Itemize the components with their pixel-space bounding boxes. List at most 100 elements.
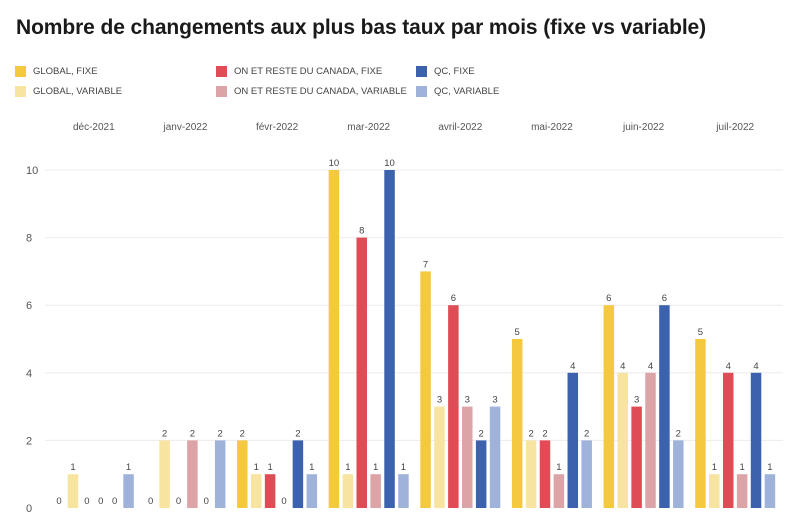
bar xyxy=(695,339,706,508)
legend-label: ON ET RESTE DU CANADA, VARIABLE xyxy=(234,86,407,97)
legend-swatch xyxy=(416,66,427,77)
y-tick-label: 4 xyxy=(26,368,32,380)
bar-value-label: 4 xyxy=(648,361,653,372)
bar-value-label: 1 xyxy=(267,462,272,473)
x-category-label: mai-2022 xyxy=(531,122,573,133)
bar xyxy=(306,474,318,508)
bar-value-label: 2 xyxy=(162,428,167,439)
bar-value-label: 2 xyxy=(542,428,547,439)
bar-value-label: 6 xyxy=(451,293,456,304)
bar-value-label: 1 xyxy=(309,462,314,473)
bar-value-label: 5 xyxy=(698,327,703,338)
bar-value-label: 3 xyxy=(437,395,442,406)
legend-item-global-variable: GLOBAL, VARIABLE xyxy=(15,86,122,97)
bar-value-label: 1 xyxy=(767,462,772,473)
bar-value-label: 5 xyxy=(515,327,520,338)
legend-label: QC, FIXE xyxy=(434,66,475,77)
chart-title: Nombre de changements aux plus bas taux … xyxy=(16,16,707,39)
bar-value-label: 6 xyxy=(662,293,667,304)
bar xyxy=(581,440,592,508)
y-tick-label: 10 xyxy=(26,165,38,177)
bar xyxy=(67,474,79,508)
bar xyxy=(420,271,431,508)
bar-value-label: 0 xyxy=(281,496,286,507)
bar xyxy=(553,474,565,508)
bar xyxy=(370,474,381,508)
legend-swatch xyxy=(216,66,227,77)
bar-value-label: 8 xyxy=(359,226,364,237)
bar xyxy=(709,474,720,508)
y-tick-label: 8 xyxy=(26,233,32,245)
bar xyxy=(398,474,409,508)
legend: GLOBAL, FIXE GLOBAL, VARIABLE ON ET REST… xyxy=(0,0,800,110)
bar-value-label: 0 xyxy=(148,496,153,507)
bar xyxy=(659,305,670,508)
bar xyxy=(356,237,367,508)
bar xyxy=(187,440,198,508)
bar xyxy=(567,372,579,508)
bar-value-label: 2 xyxy=(676,428,681,439)
bar xyxy=(264,474,276,508)
bar-value-label: 10 xyxy=(384,158,395,169)
legend-item-on-variable: ON ET RESTE DU CANADA, VARIABLE xyxy=(216,86,407,97)
x-category-label: déc-2021 xyxy=(73,122,115,133)
bar xyxy=(328,170,340,508)
legend-item-on-fixe: ON ET RESTE DU CANADA, FIXE xyxy=(216,66,382,77)
bar xyxy=(448,305,459,508)
bar xyxy=(617,372,628,508)
legend-swatch xyxy=(15,86,26,97)
bar-value-label: 1 xyxy=(712,462,717,473)
bar xyxy=(525,440,537,508)
legend-label: GLOBAL, VARIABLE xyxy=(33,86,123,97)
bar xyxy=(475,440,487,508)
y-tick-label: 0 xyxy=(26,503,32,515)
bar xyxy=(673,440,684,508)
bar-value-label: 1 xyxy=(345,462,350,473)
legend-swatch xyxy=(15,66,26,77)
bar xyxy=(750,372,762,508)
bar-value-label: 1 xyxy=(401,462,406,473)
legend-swatch xyxy=(216,86,227,97)
bar-value-label: 0 xyxy=(204,496,209,507)
bar xyxy=(250,474,262,508)
y-tick-label: 2 xyxy=(26,435,32,447)
bar-value-label: 3 xyxy=(465,395,470,406)
bar-value-label: 1 xyxy=(70,462,75,473)
bar-value-label: 1 xyxy=(254,462,259,473)
bar-value-label: 4 xyxy=(620,361,625,372)
bar-value-label: 3 xyxy=(634,395,639,406)
bar-value-label: 2 xyxy=(295,428,300,439)
bar xyxy=(237,440,248,508)
bar xyxy=(384,170,395,508)
bar-value-label: 2 xyxy=(479,428,484,439)
legend-swatch xyxy=(416,86,427,97)
bar-value-label: 0 xyxy=(56,496,61,507)
bar-value-label: 0 xyxy=(98,496,103,507)
x-category-label: juil-2022 xyxy=(715,122,754,133)
legend-item-qc-variable: QC, VARIABLE xyxy=(416,86,499,97)
legend-item-global-fixe: GLOBAL, FIXE xyxy=(15,66,97,77)
bar xyxy=(342,474,354,508)
bar-value-label: 3 xyxy=(492,395,497,406)
bar-value-label: 1 xyxy=(373,462,378,473)
bar xyxy=(631,406,642,508)
legend-label: ON ET RESTE DU CANADA, FIXE xyxy=(234,66,383,77)
x-category-label: févr-2022 xyxy=(256,122,299,133)
bar xyxy=(603,305,615,508)
bar-value-label: 0 xyxy=(112,496,117,507)
bar-value-label: 4 xyxy=(570,361,575,372)
bar-value-label: 2 xyxy=(584,428,589,439)
bar-value-label: 1 xyxy=(126,462,131,473)
legend-label: GLOBAL, FIXE xyxy=(33,66,98,77)
bar-value-label: 0 xyxy=(176,496,181,507)
bar xyxy=(462,406,473,508)
bar-value-label: 1 xyxy=(739,462,744,473)
bar xyxy=(434,406,445,508)
legend-item-qc-fixe: QC, FIXE xyxy=(416,66,475,77)
legend-label: QC, VARIABLE xyxy=(434,86,500,97)
bar xyxy=(764,474,776,508)
bar xyxy=(645,372,656,508)
bar-value-label: 4 xyxy=(753,361,758,372)
bar-value-label: 7 xyxy=(423,259,428,270)
